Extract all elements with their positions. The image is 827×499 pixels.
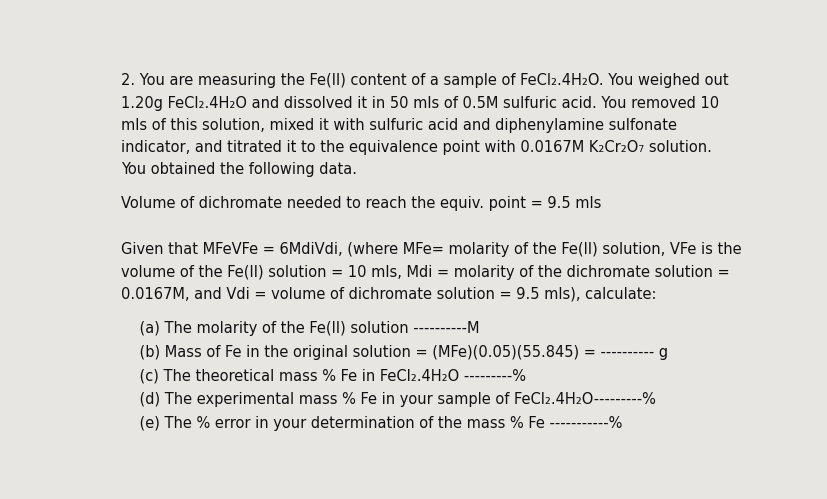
Text: Given that MFeVFe = 6MdiVdi, (where MFe= molarity of the Fe(II) solution, VFe is: Given that MFeVFe = 6MdiVdi, (where MFe=…	[122, 243, 741, 257]
Text: 2. You are measuring the Fe(II) content of a sample of FeCl₂.4H₂O. You weighed o: 2. You are measuring the Fe(II) content …	[122, 73, 729, 88]
Text: (e) The % error in your determination of the mass % Fe -----------%: (e) The % error in your determination of…	[122, 416, 622, 431]
Text: (c) The theoretical mass % Fe in FeCl₂.4H₂O ---------%: (c) The theoretical mass % Fe in FeCl₂.4…	[122, 368, 526, 383]
Text: 0.0167M, and Vdi = volume of dichromate solution = 9.5 mls), calculate:: 0.0167M, and Vdi = volume of dichromate …	[122, 287, 656, 302]
Text: 1.20g FeCl₂.4H₂O and dissolved it in 50 mls of 0.5M sulfuric acid. You removed 1: 1.20g FeCl₂.4H₂O and dissolved it in 50 …	[122, 96, 719, 111]
Text: (d) The experimental mass % Fe in your sample of FeCl₂.4H₂O---------%: (d) The experimental mass % Fe in your s…	[122, 392, 656, 407]
Text: (b) Mass of Fe in the original solution = (MFe)(0.05)(55.845) = ---------- g: (b) Mass of Fe in the original solution …	[122, 345, 667, 360]
Text: Volume of dichromate needed to reach the equiv. point = 9.5 mls: Volume of dichromate needed to reach the…	[122, 196, 601, 211]
Text: indicator, and titrated it to the equivalence point with 0.0167M K₂Cr₂O₇ solutio: indicator, and titrated it to the equiva…	[122, 140, 711, 155]
Text: volume of the Fe(II) solution = 10 mls, Mdi = molarity of the dichromate solutio: volume of the Fe(II) solution = 10 mls, …	[122, 264, 729, 279]
Text: mls of this solution, mixed it with sulfuric acid and diphenylamine sulfonate: mls of this solution, mixed it with sulf…	[122, 118, 676, 133]
Text: You obtained the following data.: You obtained the following data.	[122, 163, 357, 178]
Text: (a) The molarity of the Fe(II) solution ----------M: (a) The molarity of the Fe(II) solution …	[122, 321, 480, 336]
